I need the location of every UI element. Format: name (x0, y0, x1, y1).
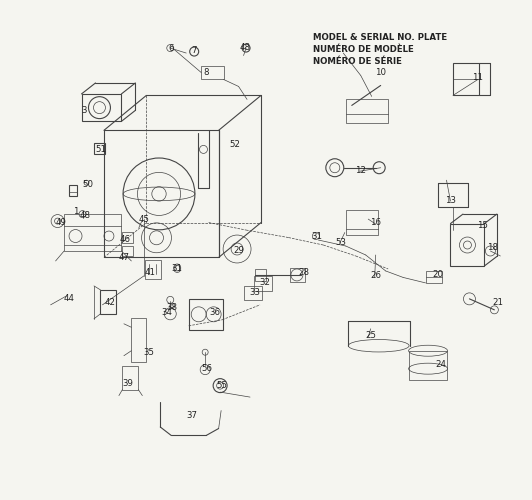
Text: 45: 45 (138, 214, 149, 224)
Bar (346, 99, 388, 123)
Bar (69, 185, 77, 196)
Bar (409, 350, 447, 380)
Text: 35: 35 (143, 348, 154, 356)
Bar (255, 269, 266, 281)
Text: 10: 10 (375, 68, 386, 78)
Text: 13: 13 (445, 196, 456, 204)
Text: 3: 3 (81, 106, 87, 115)
Text: 28: 28 (298, 268, 309, 277)
Bar (131, 318, 146, 362)
Bar (254, 276, 272, 291)
Text: 48: 48 (239, 43, 251, 52)
Text: 46: 46 (120, 234, 131, 244)
Text: 6: 6 (169, 44, 174, 52)
Text: 56: 56 (202, 364, 213, 373)
Bar (201, 66, 223, 80)
Text: 21: 21 (492, 298, 503, 307)
Text: 7: 7 (191, 46, 196, 55)
Text: 15: 15 (477, 220, 488, 230)
Text: 29: 29 (233, 246, 244, 256)
Text: 42: 42 (105, 298, 116, 307)
Text: 26: 26 (370, 272, 381, 280)
Bar (451, 224, 485, 266)
Text: 49: 49 (55, 218, 66, 226)
Text: 38: 38 (167, 303, 178, 312)
Text: 52: 52 (230, 140, 240, 149)
Text: 25: 25 (365, 332, 376, 340)
Text: 51: 51 (95, 145, 106, 154)
Bar (122, 246, 134, 256)
Text: 39: 39 (122, 379, 133, 388)
Bar (145, 260, 161, 279)
Text: 20: 20 (433, 270, 444, 280)
Bar (81, 94, 121, 122)
Bar (453, 63, 479, 96)
Text: 36: 36 (210, 308, 221, 317)
Text: 8: 8 (203, 68, 209, 78)
Text: 44: 44 (63, 294, 74, 304)
Text: 32: 32 (260, 278, 270, 287)
Bar (189, 299, 222, 330)
Text: 12: 12 (355, 166, 366, 174)
Bar (64, 214, 121, 251)
Text: 50: 50 (82, 180, 93, 188)
Text: 37: 37 (187, 411, 198, 420)
Bar (122, 366, 138, 390)
Text: 1: 1 (73, 206, 78, 216)
Text: MODEL & SERIAL NO. PLATE
NUMÉRO DE MODÈLE
NOMÉRO DE SÉRIE: MODEL & SERIAL NO. PLATE NUMÉRO DE MODÈL… (313, 33, 447, 66)
Bar (94, 144, 105, 154)
Bar (426, 271, 442, 283)
Bar (122, 232, 134, 243)
Text: 24: 24 (435, 360, 446, 369)
Text: 33: 33 (250, 288, 261, 297)
Text: 48: 48 (80, 210, 91, 220)
Bar (101, 290, 117, 314)
Text: 18: 18 (487, 243, 498, 252)
Bar (346, 210, 378, 235)
Text: 34: 34 (162, 308, 173, 317)
Text: 41: 41 (145, 268, 156, 277)
Text: 31: 31 (311, 232, 322, 240)
Bar (290, 268, 305, 282)
Text: 31: 31 (172, 264, 183, 274)
Text: 16: 16 (370, 218, 381, 227)
Text: 55: 55 (217, 381, 228, 390)
Text: 53: 53 (335, 238, 346, 246)
Text: 47: 47 (119, 253, 129, 262)
Bar (244, 286, 262, 300)
Text: 11: 11 (472, 74, 484, 82)
